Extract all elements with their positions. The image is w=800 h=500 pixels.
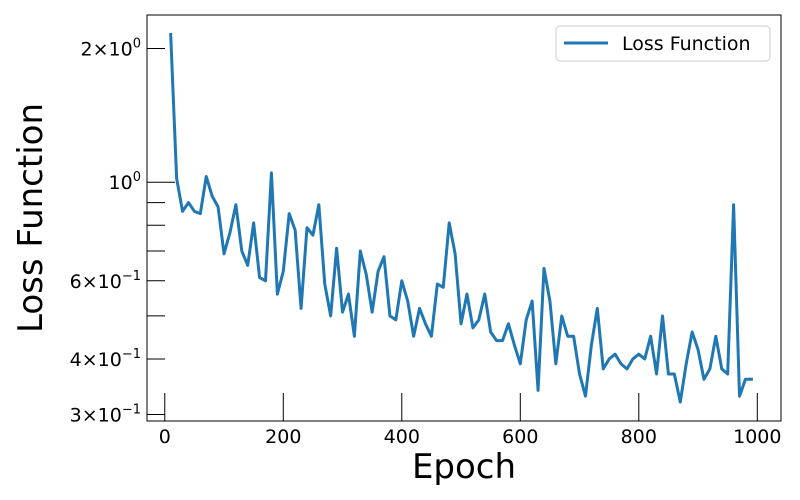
legend-box [555, 25, 771, 62]
x-tick-label: 600 [502, 426, 538, 448]
x-axis-title: Epoch [412, 447, 516, 487]
x-tick-label: 400 [384, 426, 420, 448]
y-axis-ticks: 100 3×10−1 4×10−1 6×10−1 2×100 [70, 37, 175, 426]
plot-frame [146, 14, 782, 422]
x-axis-ticks: 0 200 400 600 800 1000 [159, 393, 781, 448]
legend: Loss Function [555, 25, 771, 62]
x-tick-label: 0 [159, 426, 171, 448]
loss-function-line [169, 33, 753, 404]
x-tick-label: 1000 [733, 426, 781, 448]
y-tick-label: 6×10−1 [70, 269, 141, 293]
y-tick-label: 4×10−1 [70, 347, 141, 371]
x-tick-label: 800 [621, 426, 657, 448]
y-tick-label: 3×10−1 [70, 402, 141, 426]
y-tick-label: 2×100 [81, 37, 141, 61]
y-tick-label: 100 [109, 170, 141, 194]
y-axis-title: Loss Function [11, 103, 51, 333]
legend-label: Loss Function [622, 33, 751, 55]
x-tick-label: 200 [265, 426, 301, 448]
